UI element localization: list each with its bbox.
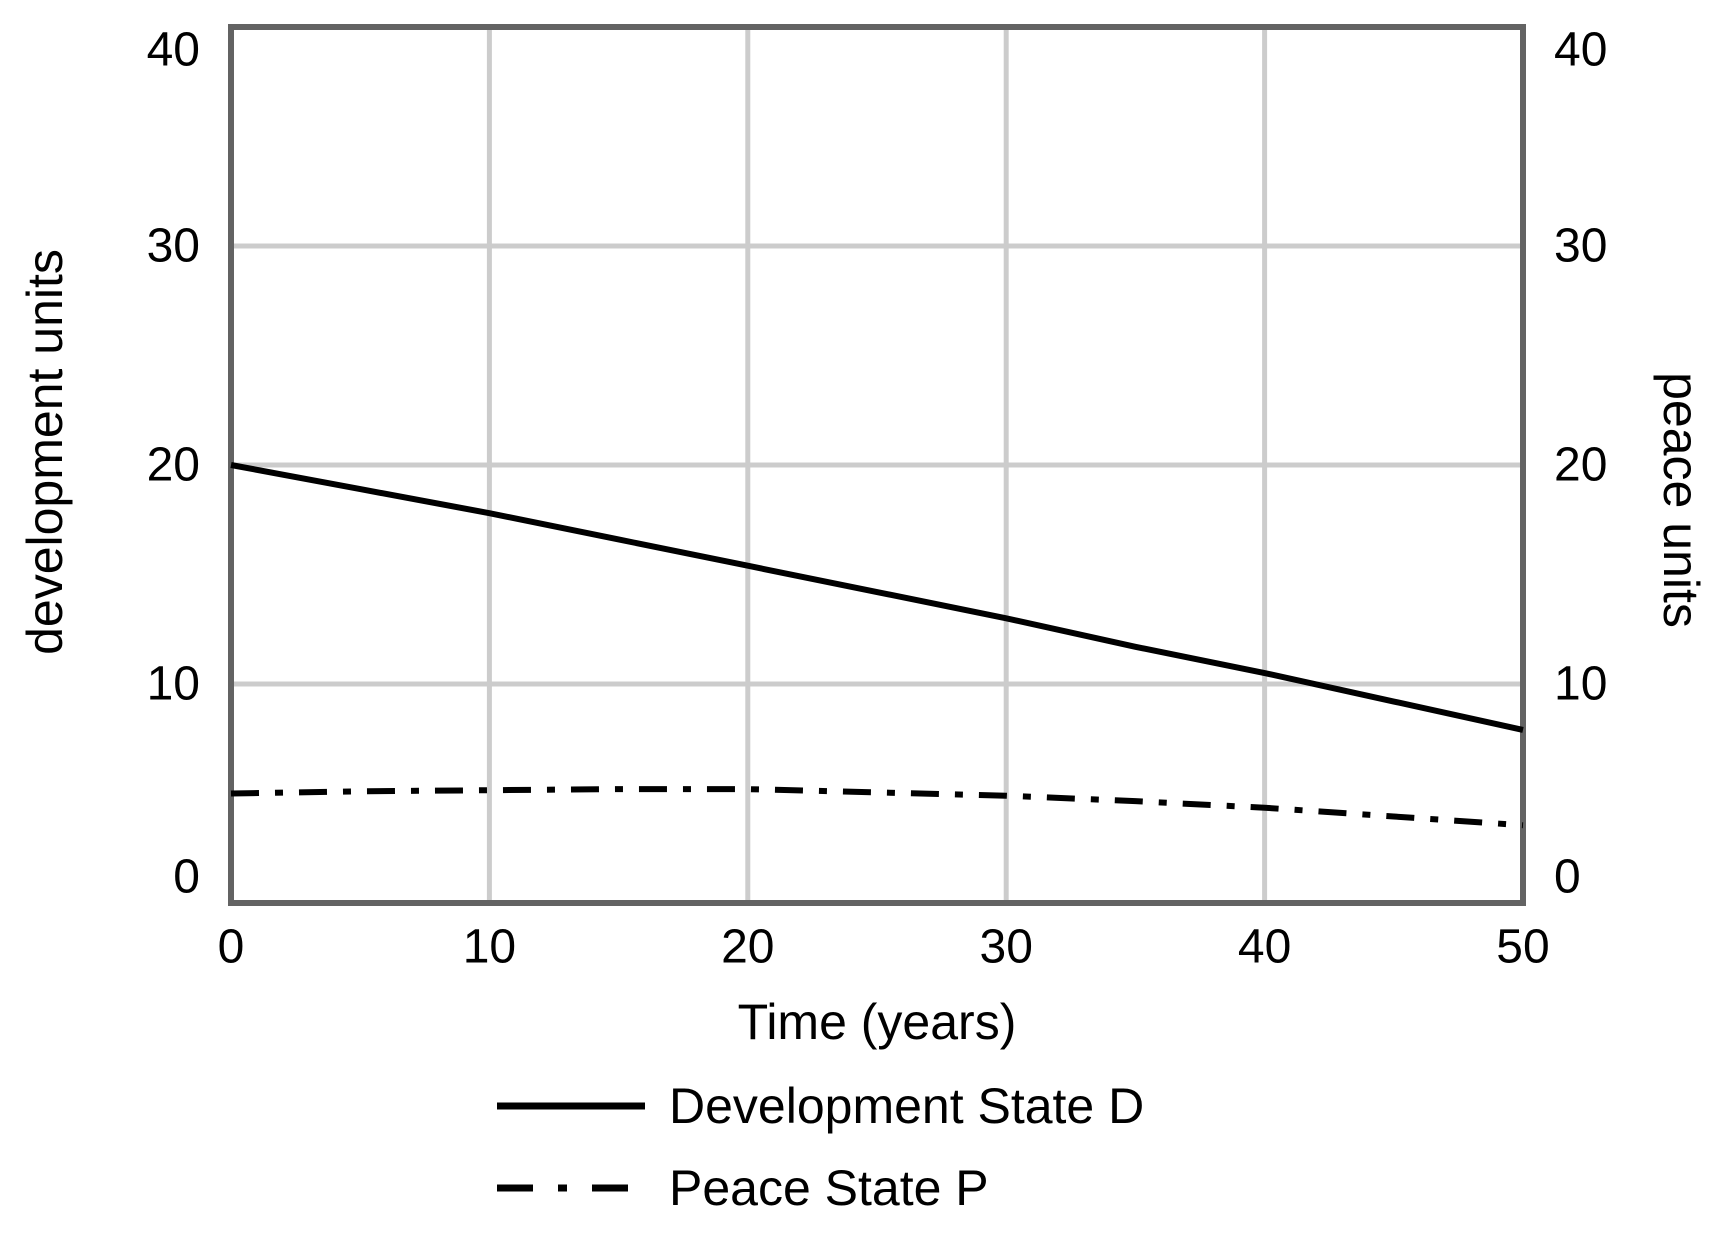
x-tick-label: 30 <box>980 921 1033 974</box>
x-tick-label: 0 <box>218 921 245 974</box>
x-tick-label: 40 <box>1238 921 1291 974</box>
y-tick-label-right: 40 <box>1554 24 1607 77</box>
y-tick-label-left: 10 <box>147 658 200 711</box>
legend-label-development: Development State D <box>669 1078 1145 1134</box>
legend-label-peace: Peace State P <box>669 1160 989 1216</box>
y-tick-label-right: 10 <box>1554 658 1607 711</box>
legend-item-peace: Peace State P <box>497 1154 1144 1222</box>
y-tick-label-left: 20 <box>147 439 200 492</box>
x-tick-label: 10 <box>463 921 516 974</box>
legend-line-dashdot-icon <box>497 1184 645 1192</box>
x-axis-label: Time (years) <box>737 994 1017 1050</box>
y-axis-label-right: peace units <box>1653 372 1709 628</box>
y-tick-label-right: 20 <box>1554 439 1607 492</box>
y-tick-label-left: 40 <box>147 24 200 77</box>
series-line-development <box>230 462 1524 733</box>
y-tick-label-left: 30 <box>147 220 200 273</box>
legend: Development State D Peace State P <box>497 1072 1144 1222</box>
x-tick-label: 50 <box>1496 921 1549 974</box>
y-tick-label-right: 30 <box>1554 220 1607 273</box>
y-tick-label-left: 0 <box>173 851 200 904</box>
y-tick-label-right: 0 <box>1554 851 1581 904</box>
legend-item-development: Development State D <box>497 1072 1144 1140</box>
y-axis-label-left: development units <box>17 249 73 655</box>
legend-line-solid-icon <box>497 1102 645 1110</box>
series-line-peace <box>230 786 1524 829</box>
x-tick-label: 20 <box>721 921 774 974</box>
